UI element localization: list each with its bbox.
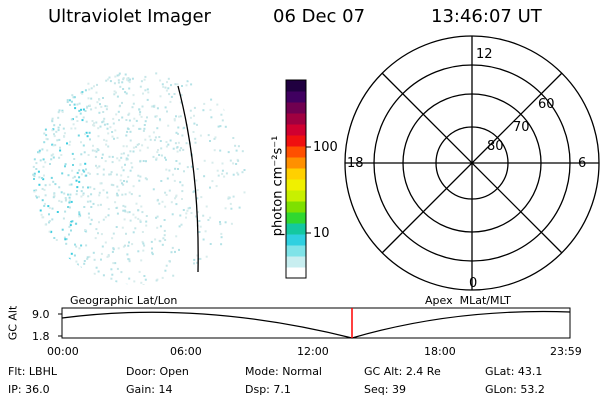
timeline-x-tick-0600: 06:00 [170,345,202,358]
mlt-label-0: 0 [469,276,478,291]
colorbar-cell [286,102,306,114]
timeline-x-tick-2359: 23:59 [550,345,582,358]
status-door: Door: Open [126,365,189,378]
colorbar-cell [286,190,306,202]
status-glat: GLat: 43.1 [485,365,543,378]
colorbar-cell [286,223,306,235]
mlt-label-12: 12 [476,47,493,62]
colorbar-cell [286,135,306,147]
colorbar-cell [286,91,306,103]
timeline-x-tick-0000: 00:00 [47,345,79,358]
colorbar-cell [286,146,306,158]
observation-date: 06 Dec 07 [273,6,366,27]
mlt-label-6: 6 [578,156,587,171]
colorbar-cell [286,168,306,180]
polar-diagonal-2 [381,72,563,254]
polar-grid [344,35,600,291]
status-dsp: Dsp: 7.1 [245,383,291,396]
colorbar-tick-label-10: 10 [313,226,330,241]
lat-label-70: 70 [513,120,530,135]
timeline-y-axis-label: GC Alt [6,305,20,341]
colorbar-cell [286,124,306,136]
colorbar [285,79,311,279]
lat-label-60: 60 [538,97,555,112]
instrument-title: Ultraviolet Imager [48,6,211,27]
colorbar-cell [286,157,306,169]
lat-label-80: 80 [487,139,504,154]
colorbar-cell [286,179,306,191]
uv-image-disk [32,72,246,285]
timeline-x-tick-1200: 12:00 [297,345,329,358]
colorbar-cell [286,234,306,246]
colorbar-cell [286,267,306,279]
colorbar-cell [286,201,306,213]
status-mode: Mode: Normal [245,365,322,378]
colorbar-cell [286,80,306,92]
status-row-1: Flt: LBHL [8,365,57,378]
colorbar-cell [286,245,306,257]
timeline-plot [58,307,571,339]
timeline-y-tick-9: 9.0 [32,308,50,321]
status-gain: Gain: 14 [126,383,173,396]
status-glon: GLon: 53.2 [485,383,545,396]
timeline-right-title: Apex MLat/MLT [425,294,511,307]
colorbar-cell [286,113,306,125]
colorbar-tick-label-100: 100 [313,140,338,155]
colorbar-cell [286,212,306,224]
status-ip: IP: 36.0 [8,383,50,396]
timeline-y-tick-1-8: 1.8 [32,330,50,343]
status-gc-alt: GC Alt: 2.4 Re [364,365,441,378]
timeline-left-title: Geographic Lat/Lon [70,294,178,307]
status-flt: Flt: LBHL [8,365,57,378]
mlt-label-18: 18 [347,156,364,171]
timeline-x-tick-1800: 18:00 [424,345,456,358]
colorbar-cell [286,256,306,268]
observation-time: 13:46:07 UT [431,6,542,27]
status-seq: Seq: 39 [364,383,406,396]
altitude-curve [61,310,571,339]
terminator-line [177,85,199,273]
colorbar-unit-label: photon cm⁻²s⁻¹ [270,135,286,237]
